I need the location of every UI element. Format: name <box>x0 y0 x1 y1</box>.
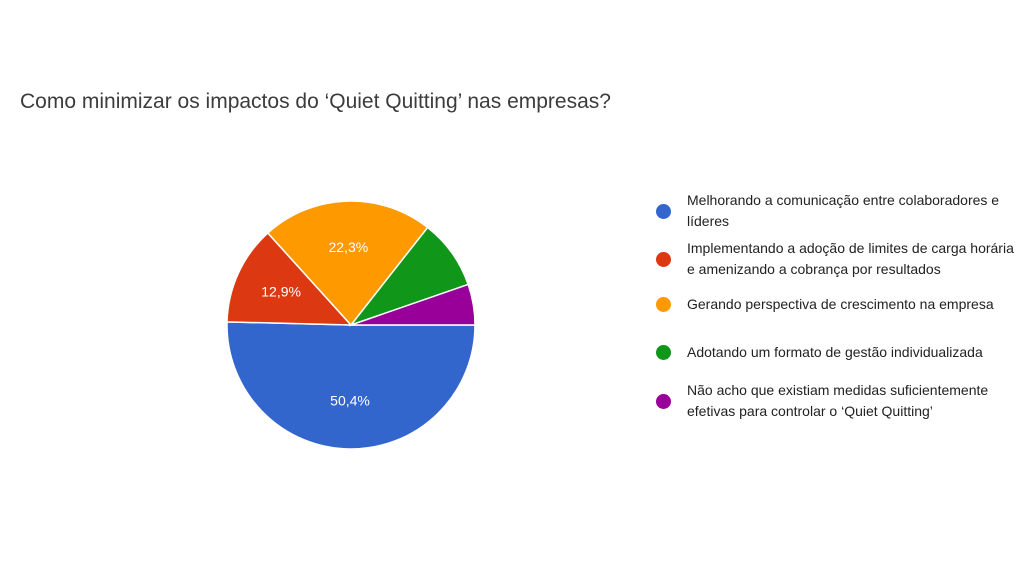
legend-item: Não acho que existiam medidas suficiente… <box>656 380 1022 422</box>
pie-slice <box>226 321 476 450</box>
legend-item: Implementando a adoção de limites de car… <box>656 238 1022 280</box>
legend-label: Melhorando a comunicação entre colaborad… <box>687 192 1000 229</box>
legend-swatch <box>656 203 671 219</box>
pie-slice <box>266 200 429 327</box>
pie-slice <box>350 283 476 326</box>
pie-slice <box>226 231 353 326</box>
legend-swatch <box>656 251 671 267</box>
legend-swatch <box>656 393 671 409</box>
legend-label: Não acho que existiam medidas suficiente… <box>687 382 989 419</box>
legend-swatch <box>656 345 671 360</box>
legend-label: Implementando a adoção de limites de car… <box>687 240 1014 277</box>
legend-label: Gerando perspectiva de crescimento na em… <box>687 296 994 312</box>
pie-chart: 50,4% 12,9% 22,3% <box>226 200 476 450</box>
slice-label: 22,3% <box>328 239 368 255</box>
legend-swatch <box>656 297 671 312</box>
slice-label: 50,4% <box>330 393 370 409</box>
legend-item: Gerando perspectiva de crescimento na em… <box>656 294 1022 315</box>
legend-item: Melhorando a comunicação entre colaborad… <box>656 190 1022 232</box>
legend-label: Adotando um formato de gestão individual… <box>687 344 983 360</box>
slice-label: 12,9% <box>261 284 301 300</box>
chart-title: Como minimizar os impactos do ‘Quiet Qui… <box>20 90 611 113</box>
legend-item: Adotando um formato de gestão individual… <box>656 342 1022 363</box>
